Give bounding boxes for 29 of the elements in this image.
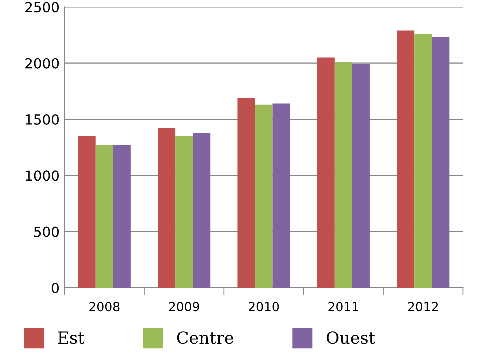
y-tick-label: 500 xyxy=(34,226,60,238)
bar xyxy=(432,38,450,288)
bar xyxy=(255,104,273,288)
bar xyxy=(272,104,290,288)
y-tick-label: 0 xyxy=(52,282,60,294)
bar xyxy=(96,145,114,288)
legend-label: Centre xyxy=(177,332,234,344)
bar xyxy=(414,34,432,288)
x-tick-label: 2010 xyxy=(249,302,280,312)
bar xyxy=(158,128,176,288)
bar xyxy=(193,133,211,288)
y-tick-label: 1000 xyxy=(26,170,60,182)
x-tick-label: 2008 xyxy=(90,302,120,312)
legend-label: Ouest xyxy=(326,332,376,344)
x-tick-label: 2009 xyxy=(169,302,200,312)
bar xyxy=(176,136,194,288)
bar xyxy=(113,145,131,288)
bar xyxy=(238,98,256,288)
y-tick-label: 2000 xyxy=(26,58,60,69)
x-tick-label: 2011 xyxy=(328,302,358,312)
y-tick-label: 2500 xyxy=(26,2,60,13)
y-tick-label: 1500 xyxy=(26,114,60,125)
x-tick-label: 2012 xyxy=(408,302,438,312)
bar xyxy=(334,62,352,288)
bar xyxy=(352,64,370,288)
legend-label: Est xyxy=(58,332,85,344)
bar xyxy=(78,136,96,288)
bar xyxy=(397,30,415,288)
bar xyxy=(317,58,335,288)
